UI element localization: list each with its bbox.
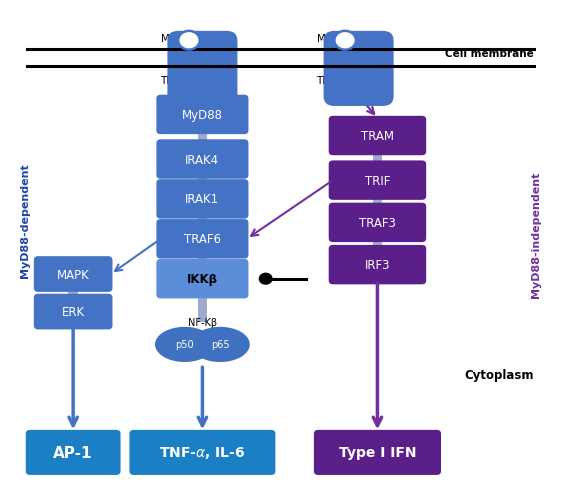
FancyBboxPatch shape [157,260,249,299]
FancyBboxPatch shape [324,32,394,107]
Text: p65: p65 [211,340,229,350]
FancyBboxPatch shape [329,203,426,243]
Ellipse shape [155,327,214,362]
Text: p50: p50 [176,340,194,350]
Text: TLR4: TLR4 [316,76,342,86]
Text: MyD88: MyD88 [182,109,223,122]
FancyBboxPatch shape [329,117,426,156]
FancyBboxPatch shape [197,215,207,224]
FancyBboxPatch shape [373,197,382,207]
FancyBboxPatch shape [197,255,207,263]
Text: MyD88-independent: MyD88-independent [531,172,541,298]
Text: IKKβ: IKKβ [187,273,218,285]
Text: MD2: MD2 [317,34,341,44]
FancyBboxPatch shape [373,152,382,165]
FancyBboxPatch shape [329,245,426,285]
FancyBboxPatch shape [157,180,249,219]
FancyBboxPatch shape [130,430,275,475]
Text: Cytoplasm: Cytoplasm [464,369,534,382]
FancyBboxPatch shape [157,96,249,135]
FancyBboxPatch shape [34,294,112,330]
FancyBboxPatch shape [197,295,207,322]
FancyBboxPatch shape [373,239,382,249]
Text: MD2: MD2 [161,34,185,44]
Ellipse shape [191,327,250,362]
Text: TLR4: TLR4 [160,76,186,86]
Text: TRAF3: TRAF3 [359,217,396,229]
Text: IRF3: IRF3 [365,259,390,271]
Text: TRAF6: TRAF6 [184,233,221,246]
Circle shape [259,273,273,285]
FancyBboxPatch shape [197,131,207,144]
Text: MyD88-dependent: MyD88-dependent [20,163,30,278]
Text: TNF-$\alpha$, IL-6: TNF-$\alpha$, IL-6 [159,445,246,461]
Text: Cell membrane: Cell membrane [445,49,534,59]
FancyBboxPatch shape [314,430,441,475]
FancyBboxPatch shape [26,430,121,475]
Text: ERK: ERK [62,305,85,318]
Text: TRAM: TRAM [361,130,394,142]
FancyBboxPatch shape [329,161,426,201]
FancyBboxPatch shape [68,288,78,298]
Text: TRIF: TRIF [365,174,390,187]
Circle shape [334,32,356,51]
FancyBboxPatch shape [197,176,207,183]
Text: NF-Kβ: NF-Kβ [188,317,217,327]
Text: MAPK: MAPK [57,268,90,281]
Text: Type I IFN: Type I IFN [339,446,416,460]
Text: IRAK4: IRAK4 [185,153,219,166]
FancyBboxPatch shape [34,257,112,292]
FancyBboxPatch shape [157,220,249,259]
FancyBboxPatch shape [157,140,249,180]
Text: AP-1: AP-1 [53,445,93,460]
Circle shape [178,32,200,51]
FancyBboxPatch shape [167,32,237,107]
Text: IRAK1: IRAK1 [185,193,219,206]
